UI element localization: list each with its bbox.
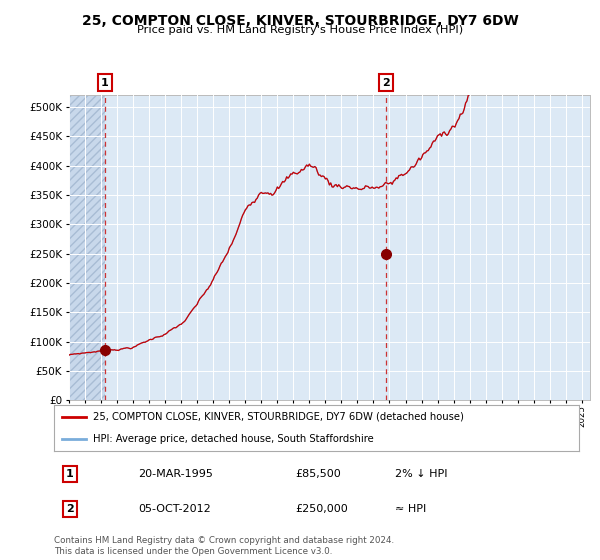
Text: HPI: Average price, detached house, South Staffordshire: HPI: Average price, detached house, Sout… <box>94 434 374 444</box>
Text: 2% ↓ HPI: 2% ↓ HPI <box>395 469 448 479</box>
Text: 25, COMPTON CLOSE, KINVER, STOURBRIDGE, DY7 6DW (detached house): 25, COMPTON CLOSE, KINVER, STOURBRIDGE, … <box>94 412 464 422</box>
Text: 20-MAR-1995: 20-MAR-1995 <box>138 469 213 479</box>
Text: 25, COMPTON CLOSE, KINVER, STOURBRIDGE, DY7 6DW: 25, COMPTON CLOSE, KINVER, STOURBRIDGE, … <box>82 14 518 28</box>
Text: £85,500: £85,500 <box>296 469 341 479</box>
Text: 1: 1 <box>101 78 109 87</box>
Text: Contains HM Land Registry data © Crown copyright and database right 2024.
This d: Contains HM Land Registry data © Crown c… <box>54 536 394 556</box>
Text: ≈ HPI: ≈ HPI <box>395 505 427 514</box>
Text: Price paid vs. HM Land Registry's House Price Index (HPI): Price paid vs. HM Land Registry's House … <box>137 25 463 35</box>
Text: 2: 2 <box>66 505 74 514</box>
Text: 1: 1 <box>66 469 74 479</box>
Text: £250,000: £250,000 <box>296 505 348 514</box>
Text: 05-OCT-2012: 05-OCT-2012 <box>138 505 211 514</box>
Text: 2: 2 <box>382 78 389 87</box>
